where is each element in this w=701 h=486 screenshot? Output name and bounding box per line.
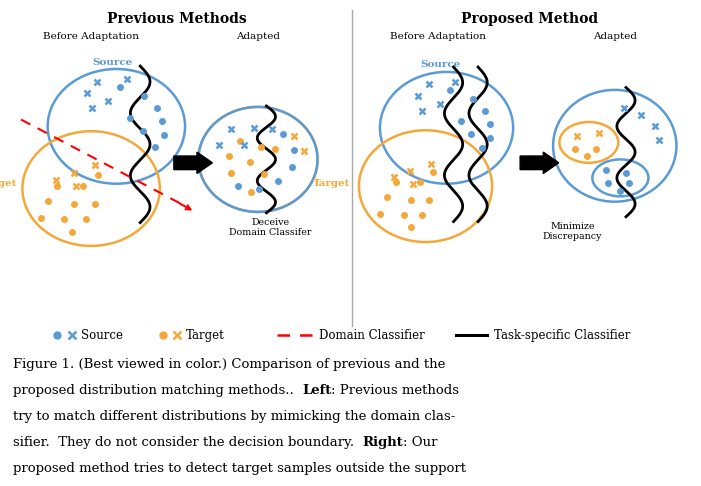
Text: Left: Left <box>302 384 331 397</box>
Text: : Our: : Our <box>403 436 437 449</box>
Text: Minimize
Discrepancy: Minimize Discrepancy <box>543 222 602 241</box>
Text: Target: Target <box>313 179 350 188</box>
Text: Before Adaptation: Before Adaptation <box>390 32 486 41</box>
Text: Task-specific Classifier: Task-specific Classifier <box>494 329 631 342</box>
Text: Before Adaptation: Before Adaptation <box>43 32 139 41</box>
Text: : Previous methods: : Previous methods <box>331 384 459 397</box>
Text: Target: Target <box>0 179 18 188</box>
Text: proposed method tries to detect target samples outside the support: proposed method tries to detect target s… <box>13 462 465 475</box>
Text: Adapted: Adapted <box>594 32 637 41</box>
Text: Deceive
Domain Classifer: Deceive Domain Classifer <box>229 218 312 237</box>
Text: Figure 1. (Best viewed in color.) Comparison of previous and the: Figure 1. (Best viewed in color.) Compar… <box>13 358 445 371</box>
Text: Source: Source <box>81 329 123 342</box>
Text: Previous Methods: Previous Methods <box>107 12 247 26</box>
Text: Proposed Method: Proposed Method <box>461 12 598 26</box>
Text: Source: Source <box>421 60 461 69</box>
FancyArrow shape <box>174 152 212 174</box>
Text: Right: Right <box>362 436 403 449</box>
Text: Domain Classifier: Domain Classifier <box>319 329 425 342</box>
Text: Source: Source <box>93 57 133 67</box>
FancyArrow shape <box>520 152 559 174</box>
Text: Adapted: Adapted <box>236 32 280 41</box>
Text: try to match different distributions by mimicking the domain clas-: try to match different distributions by … <box>13 410 455 423</box>
Text: sifier.  They do not consider the decision boundary.: sifier. They do not consider the decisio… <box>13 436 362 449</box>
Text: proposed distribution matching methods..: proposed distribution matching methods.. <box>13 384 302 397</box>
Text: Target: Target <box>186 329 224 342</box>
